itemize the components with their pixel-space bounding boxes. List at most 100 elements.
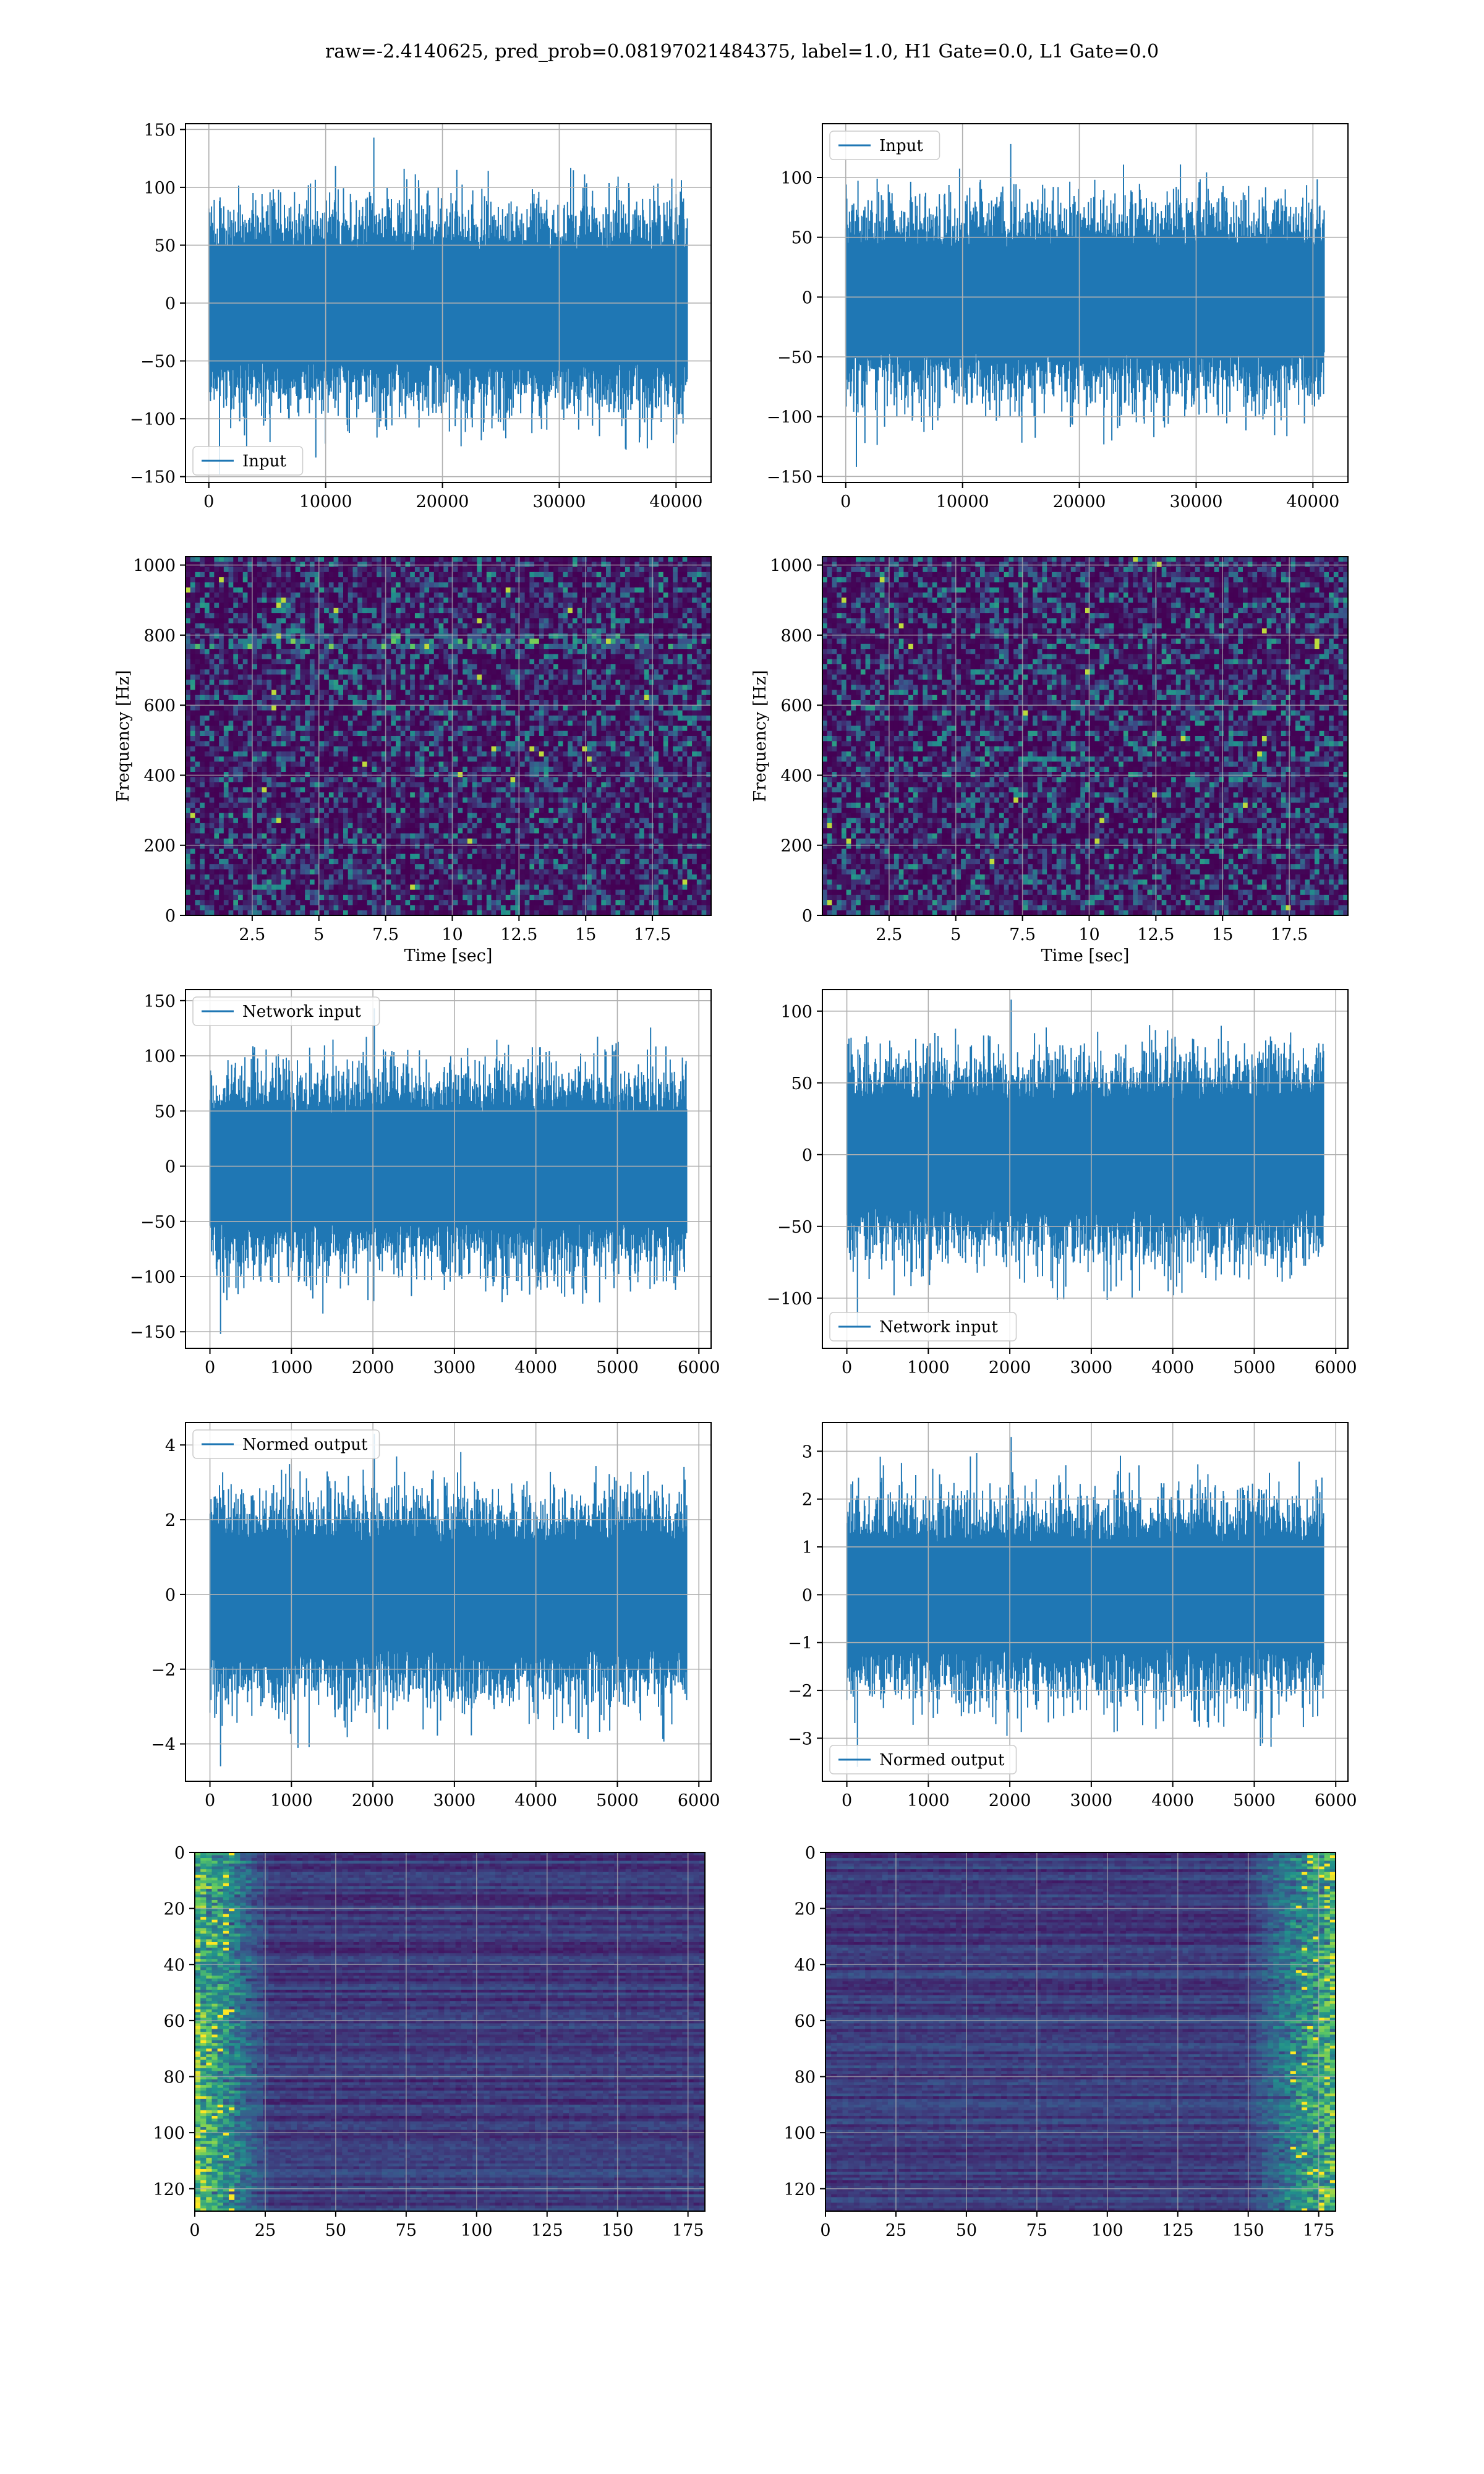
y-tick-label: 2 (802, 1491, 812, 1510)
x-tick-label: 0 (205, 1791, 215, 1810)
y-tick-label: 100 (780, 169, 812, 188)
grid (186, 124, 711, 482)
chart-netin-l1: 0 1000 2000 3000 4000 5000 6000 −100 −50 0 50 100 Ne… (767, 989, 1357, 1377)
y-tick-label: 0 (802, 288, 812, 307)
x-tick-label: 3000 (1070, 1358, 1113, 1377)
grid (822, 1423, 1348, 1781)
x-tick-label: 10000 (936, 492, 989, 511)
y-tick-label: −2 (151, 1661, 176, 1680)
x-tick-label: 2.5 (239, 925, 265, 944)
x-tick-label: 0 (840, 492, 851, 511)
y-tick-label: −150 (767, 468, 812, 487)
y-tick-label: 400 (780, 766, 812, 785)
y-tick-label: 400 (143, 766, 176, 785)
x-tick-label: 30000 (532, 492, 586, 511)
legend: Network input (829, 1312, 1017, 1342)
y-tick-label: 50 (155, 236, 176, 255)
plot-area (195, 1852, 705, 2211)
x-tick-label: 2.5 (876, 925, 902, 944)
axes-frame (822, 989, 1349, 1349)
y-tick-label: 0 (805, 1844, 816, 1863)
x-tick-label: 10000 (299, 492, 352, 511)
legend-box (829, 1312, 1017, 1342)
y-tick-label: 1 (802, 1538, 812, 1557)
y-tick-label: 60 (164, 2012, 185, 2031)
chart-input-l1: 0 10000 20000 30000 40000 −150 −100 −50 0 50 100 In… (767, 123, 1349, 511)
signal-line (845, 143, 1325, 467)
y-tick-label: 0 (802, 1146, 812, 1165)
signal-line (209, 1434, 688, 1766)
chart-spec-h1: 2.5 5 7.5 10 12.5 15 17.5 0 200 400 600 800 1000 Time… (114, 556, 712, 965)
x-tick-label: 1000 (270, 1358, 313, 1377)
y-tick-label: 100 (153, 2124, 185, 2143)
x-tick-label: 7.5 (372, 925, 399, 944)
x-tick-label: 5000 (1233, 1791, 1276, 1810)
chart-normed-l1: 0 1000 2000 3000 4000 5000 6000 −3 −2 −1 0 1 2 3 Norme… (788, 1422, 1357, 1810)
figure-title: raw=-2.4140625, pred_prob=0.081970214843… (0, 41, 1484, 62)
x-tick-label: 25 (255, 2221, 276, 2240)
plot-area (845, 143, 1325, 467)
legend-label: Input (879, 137, 923, 155)
axes-frame (822, 123, 1349, 483)
x-tick-label: 0 (820, 2221, 830, 2240)
x-tick-label: 5 (950, 925, 961, 944)
y-tick-label: 200 (780, 837, 812, 856)
plot-area (209, 1008, 688, 1334)
x-axis-label: Time [sec] (404, 946, 493, 965)
x-tick-label: 1000 (907, 1791, 950, 1810)
x-tick-label: 10 (441, 925, 463, 944)
y-tick-label: 1000 (770, 557, 812, 576)
x-tick-label: 3000 (433, 1358, 476, 1377)
legend-label: Network input (879, 1318, 998, 1337)
x-tick-label: 5 (313, 925, 324, 944)
signal-line (208, 137, 688, 474)
y-tick-label: 0 (165, 907, 176, 926)
chart-normed-h1: 0 1000 2000 3000 4000 5000 6000 −4 −2 0 2 4 Normed o… (151, 1422, 720, 1810)
legend: Normed output (829, 1745, 1017, 1774)
x-tick-label: 50 (325, 2221, 346, 2240)
x-tick-label: 6000 (1315, 1358, 1357, 1377)
legend-box (829, 131, 940, 160)
x-tick-label: 0 (842, 1791, 852, 1810)
y-tick-label: 150 (143, 992, 176, 1011)
y-tick-label: 1000 (133, 557, 176, 576)
y-tick-label: −150 (130, 468, 176, 487)
y-axis-label: Frequency [Hz] (114, 670, 133, 802)
x-tick-label: 6000 (678, 1791, 720, 1810)
y-tick-label: −2 (788, 1682, 812, 1701)
x-tick-label: 12.5 (500, 925, 537, 944)
legend-box (829, 1745, 1017, 1774)
x-tick-label: 15 (575, 925, 596, 944)
y-tick-label: −50 (140, 1213, 176, 1232)
y-tick-label: 150 (143, 121, 176, 140)
x-tick-label: 125 (1162, 2221, 1194, 2240)
x-tick-label: 100 (1091, 2221, 1124, 2240)
x-tick-label: 10 (1078, 925, 1099, 944)
legend-box (192, 446, 304, 476)
x-tick-label: 4000 (1151, 1791, 1194, 1810)
y-tick-label: 2 (165, 1511, 176, 1530)
plot-area (208, 137, 688, 474)
y-tick-label: −4 (151, 1736, 176, 1755)
x-tick-label: 0 (189, 2221, 200, 2240)
legend: Input (829, 131, 940, 160)
chart-spec-l1: 2.5 5 7.5 10 12.5 15 17.5 0 200 400 600 800 1000 Time… (751, 556, 1349, 965)
y-tick-label: 200 (143, 837, 176, 856)
x-tick-label: 7.5 (1009, 925, 1036, 944)
y-tick-label: −50 (777, 1218, 812, 1237)
x-tick-label: 100 (461, 2221, 493, 2240)
x-tick-label: 2000 (989, 1358, 1031, 1377)
y-tick-label: 120 (153, 2180, 185, 2199)
chart-feat-l1: 0 25 50 75 100 125 150 175 0 20 40 60 80 100 120 (783, 1844, 1336, 2240)
x-tick-label: 20000 (416, 492, 469, 511)
x-tick-label: 0 (205, 1358, 215, 1377)
plot-area (186, 557, 711, 915)
y-tick-label: 800 (143, 627, 176, 646)
axes-frame (185, 1422, 712, 1782)
x-tick-label: 125 (531, 2221, 563, 2240)
y-tick-label: 60 (795, 2012, 816, 2031)
y-tick-label: 80 (795, 2068, 816, 2087)
x-tick-label: 5000 (596, 1791, 639, 1810)
x-tick-label: 1000 (270, 1791, 313, 1810)
y-tick-label: 800 (780, 627, 812, 646)
